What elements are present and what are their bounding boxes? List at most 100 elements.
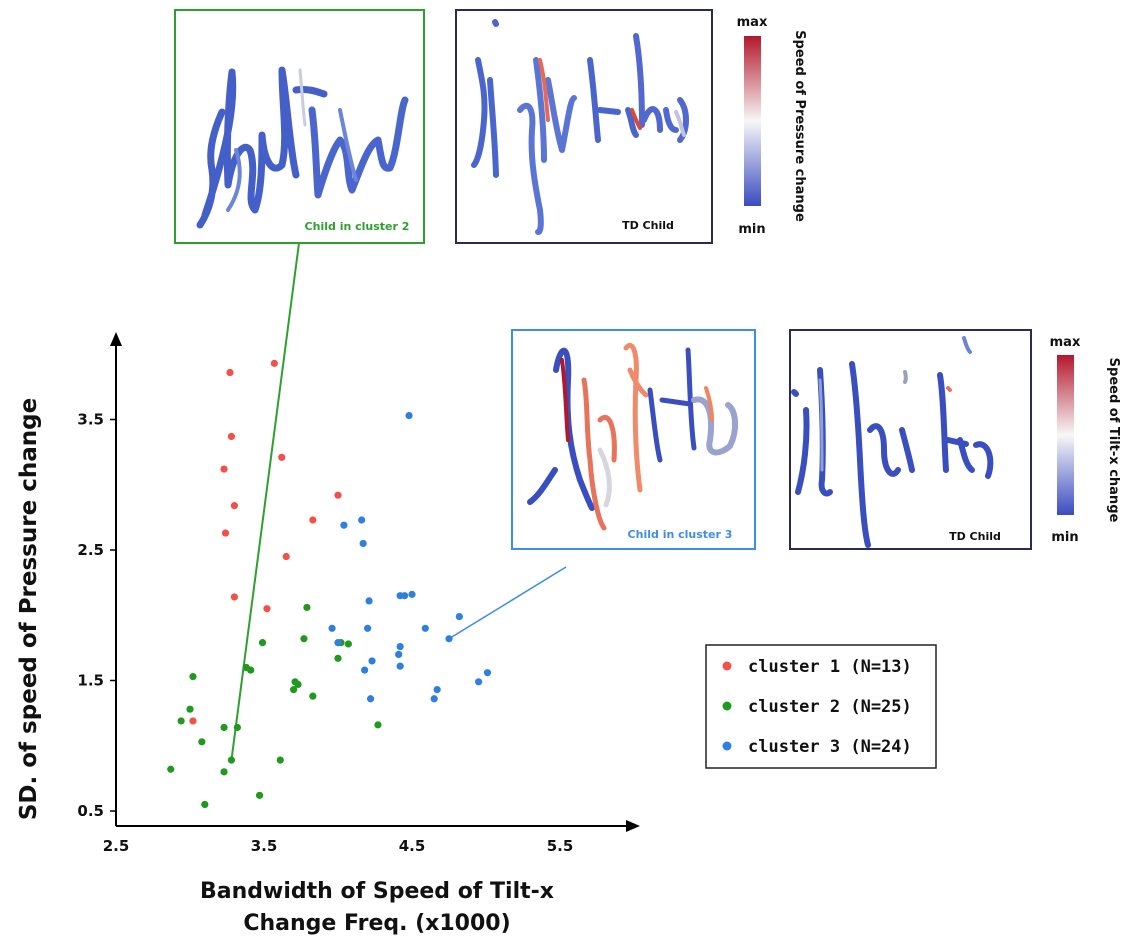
inset-label: TD Child — [949, 530, 1001, 543]
inset-frame — [174, 9, 425, 244]
colorbar-pressure: max min Speed of Pressure change — [737, 15, 807, 237]
data-point-cluster-2 — [227, 756, 236, 764]
data-point-cluster-2 — [247, 666, 255, 674]
data-point-cluster-2 — [255, 791, 264, 799]
data-point-cluster-2 — [220, 723, 228, 732]
data-point-cluster-2 — [186, 705, 194, 713]
data-point-cluster-3 — [364, 624, 372, 632]
y-tick-label: 0.5 — [77, 802, 104, 820]
data-point-cluster-1 — [189, 717, 197, 725]
legend-box — [705, 644, 937, 769]
data-point-cluster-3 — [359, 539, 367, 548]
legend: cluster 1 (N=13) cluster 2 (N=25) cluster … — [705, 644, 937, 769]
data-point-cluster-1 — [221, 529, 230, 537]
data-point-cluster-2 — [201, 800, 209, 809]
data-point-cluster-2 — [198, 738, 206, 746]
data-point-cluster-3 — [421, 624, 429, 632]
legend-marker-cluster-1 — [722, 661, 732, 671]
data-point-cluster-3 — [430, 695, 438, 703]
inset-label: Child in cluster 3 — [628, 528, 733, 541]
colorbar-min-label: min — [738, 222, 765, 237]
data-point-cluster-1 — [282, 552, 290, 561]
legend-label-cluster-2: cluster 2 (N=25) — [748, 697, 912, 717]
data-point-cluster-3 — [366, 695, 375, 703]
data-point-cluster-1 — [263, 605, 271, 613]
colorbar-gradient — [1057, 355, 1074, 515]
data-point-cluster-1 — [220, 465, 228, 473]
data-point-cluster-3 — [483, 669, 492, 677]
legend-label-cluster-1: cluster 1 (N=13) — [748, 657, 912, 677]
handwriting-trace — [471, 19, 689, 235]
data-point-cluster-3 — [368, 657, 376, 665]
colorbar-min-label: min — [1051, 530, 1078, 545]
data-point-cluster-1 — [334, 491, 342, 499]
data-point-cluster-2 — [276, 756, 284, 764]
data-point-cluster-2 — [303, 603, 311, 612]
handwriting-trace — [527, 342, 738, 531]
data-point-cluster-3 — [445, 635, 453, 643]
x-axis-title-line1: Bandwidth of Speed of Tilt-x — [200, 879, 554, 904]
data-point-cluster-2 — [167, 765, 175, 773]
data-point-cluster-3 — [475, 678, 483, 686]
colorbar-title: Speed of Tilt-x change — [1106, 358, 1121, 523]
y-tick-label: 3.5 — [77, 411, 104, 429]
scatter-points — [167, 359, 492, 809]
y-tick-label: 2.5 — [77, 541, 104, 559]
data-point-cluster-1 — [230, 593, 238, 601]
x-axis-title-line2: Change Freq. (x1000) — [243, 911, 510, 936]
data-point-cluster-2 — [220, 768, 228, 776]
x-tick-label: 4.5 — [399, 837, 426, 855]
colorbar-gradient — [744, 36, 761, 206]
data-point-cluster-1 — [230, 502, 238, 510]
data-point-cluster-3 — [334, 639, 342, 647]
data-point-cluster-1 — [227, 432, 236, 441]
colorbar-title: Speed of Pressure change — [792, 30, 807, 222]
data-point-cluster-3 — [340, 521, 348, 529]
x-tick-label: 2.5 — [103, 837, 130, 855]
data-point-cluster-2 — [334, 654, 342, 662]
inset-child-cluster-3: Child in cluster 3 — [511, 329, 756, 550]
data-point-cluster-1 — [309, 516, 317, 524]
data-point-cluster-3 — [396, 662, 404, 670]
data-point-cluster-1 — [278, 453, 286, 461]
inset-child-cluster-2: Child in cluster 2 — [174, 9, 425, 244]
colorbar-max-label: max — [1050, 335, 1081, 350]
callout-line-cluster-3 — [448, 566, 567, 640]
data-point-cluster-3 — [365, 597, 373, 605]
data-point-cluster-2 — [290, 686, 298, 694]
data-point-cluster-2 — [177, 717, 185, 725]
data-point-cluster-2 — [258, 639, 267, 647]
callout-line-cluster-2 — [230, 242, 300, 761]
colorbar-max-label: max — [737, 15, 768, 30]
data-point-cluster-3 — [401, 592, 409, 600]
data-point-cluster-2 — [344, 640, 352, 648]
legend-marker-cluster-3 — [722, 741, 732, 751]
data-point-cluster-2 — [309, 692, 317, 700]
inset-td-child-tilt: TD Child — [789, 329, 1032, 550]
x-tick-label: 3.5 — [251, 837, 278, 855]
data-point-cluster-2 — [294, 680, 302, 689]
data-point-cluster-3 — [455, 612, 463, 621]
data-point-cluster-1 — [226, 368, 234, 377]
x-axis-arrow — [626, 820, 640, 832]
inset-frame — [789, 329, 1032, 550]
y-axis-title: SD. of speed of Pressure change — [16, 398, 42, 820]
colorbar-tilt: max min Speed of Tilt-x change — [1050, 335, 1121, 545]
axis-ticks: 2.5 3.5 4.5 5.5 0.5 1.5 2.5 3.5 — [77, 411, 573, 856]
y-axis-arrow — [110, 332, 122, 346]
data-point-cluster-1 — [270, 359, 278, 367]
handwriting-trace — [196, 66, 409, 229]
data-point-cluster-2 — [189, 672, 197, 681]
handwriting-trace — [791, 336, 994, 548]
data-point-cluster-3 — [405, 411, 413, 420]
data-point-cluster-3 — [395, 650, 403, 659]
data-point-cluster-3 — [396, 642, 404, 651]
data-point-cluster-3 — [408, 590, 416, 598]
legend-marker-cluster-2 — [722, 701, 732, 711]
y-tick-label: 1.5 — [77, 672, 104, 690]
data-point-cluster-3 — [433, 686, 441, 694]
data-point-cluster-2 — [233, 723, 241, 732]
data-point-cluster-3 — [328, 624, 336, 632]
data-point-cluster-3 — [361, 666, 369, 674]
